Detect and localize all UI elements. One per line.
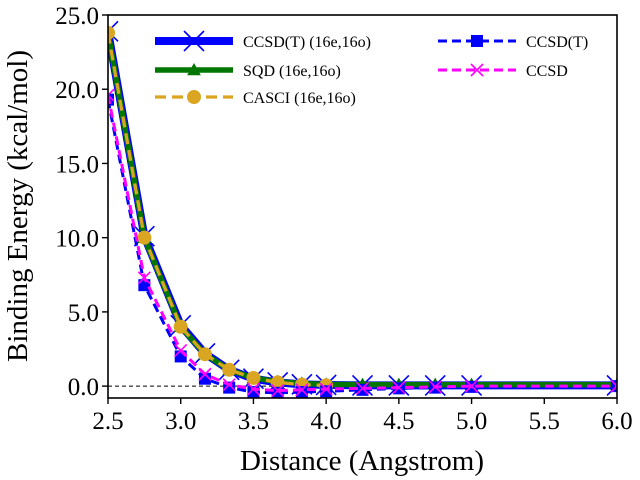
data-point (108, 88, 115, 102)
legend-entry: CCSD (438, 63, 568, 80)
legend-label: CCSD (526, 63, 568, 80)
data-point (108, 25, 115, 40)
data-point (428, 380, 442, 394)
data-point (173, 319, 188, 334)
x-tick-label: 3.0 (165, 408, 196, 435)
data-point (197, 347, 212, 362)
data-point (295, 386, 308, 398)
data-point (271, 384, 285, 398)
data-point (174, 343, 188, 358)
data-point (271, 386, 284, 398)
y-axis: 0.0 5.0 10.0 15.0 20.0 25.0 (55, 3, 108, 401)
y-tick-label: 15.0 (55, 151, 99, 178)
legend-swatch-marker (187, 90, 201, 104)
x-tick-label: 5.5 (529, 408, 560, 435)
data-point (223, 381, 236, 394)
data-point (611, 380, 617, 393)
data-point (198, 367, 212, 381)
legend-entry: CCSD(T) (438, 34, 588, 51)
plot-frame (107, 14, 618, 399)
series-line (108, 32, 327, 387)
data-series (108, 20, 617, 398)
data-point (392, 381, 406, 395)
legend-entry: CASCI (16e,16o) (155, 90, 356, 107)
data-point (222, 378, 236, 392)
series-4 (108, 88, 617, 398)
legend-label: CASCI (16e,16o) (243, 90, 356, 107)
y-tick-label: 25.0 (55, 3, 99, 30)
x-axis: 2.5 3.0 3.5 4.0 4.5 5.0 5.5 6.0 (92, 398, 633, 435)
data-point (320, 385, 333, 398)
data-point (355, 381, 370, 395)
x-tick-label: 2.5 (92, 408, 123, 435)
x-tick-label: 4.5 (383, 408, 414, 435)
legend-label: CCSD(T) (16e,16o) (243, 34, 371, 51)
data-point (606, 374, 617, 396)
y-tick-label: 10.0 (55, 226, 99, 253)
legend-entry: SQD (16e,16o) (155, 62, 341, 80)
y-axis-label: Binding Energy (kcal/mol) (2, 50, 34, 362)
y-tick-label: 0.0 (68, 374, 99, 401)
x-tick-label: 5.0 (456, 408, 487, 435)
data-point (246, 370, 261, 385)
y-tick-label: 20.0 (55, 77, 99, 104)
data-point (610, 379, 617, 393)
data-point (222, 362, 237, 377)
data-point (319, 382, 333, 396)
legend-swatch-marker (183, 30, 205, 52)
x-tick-label: 6.0 (601, 408, 632, 435)
data-point (465, 379, 479, 393)
series-1 (108, 25, 617, 390)
data-point (356, 383, 369, 396)
data-point (295, 383, 309, 397)
legend: CCSD(T) (16e,16o) SQD (16e,16o) CASCI (16e… (155, 30, 588, 107)
legend-swatch-marker (187, 62, 201, 76)
data-point (246, 382, 260, 396)
legend-swatch-marker (470, 63, 484, 77)
x-axis-label: Distance (Angstrom) (240, 445, 484, 477)
data-point (137, 271, 151, 285)
x-tick-label: 3.5 (238, 408, 269, 435)
y-tick-label: 5.0 (68, 300, 99, 327)
x-tick-label: 4.0 (311, 408, 342, 435)
series-3 (108, 93, 617, 398)
data-point (137, 230, 152, 245)
legend-entry: CCSD(T) (16e,16o) (155, 30, 371, 52)
legend-label: CCSD(T) (526, 34, 588, 51)
legend-label: SQD (16e,16o) (243, 63, 341, 80)
series-line (108, 99, 617, 395)
legend-swatch-marker (471, 35, 483, 47)
